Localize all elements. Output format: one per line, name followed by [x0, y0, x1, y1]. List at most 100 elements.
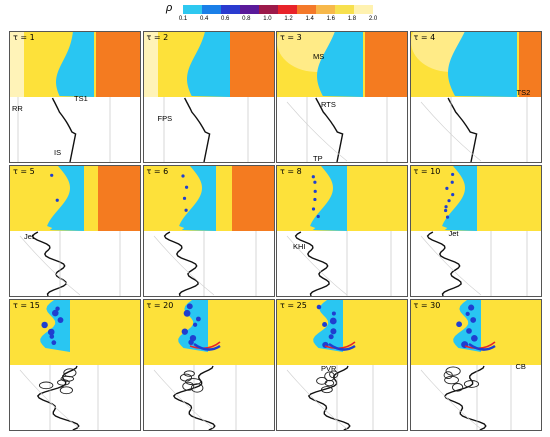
- time-label: τ = 30: [413, 301, 441, 310]
- feature-annotation: PVR: [321, 364, 337, 373]
- reflected-wave-line: [19, 369, 81, 430]
- vortex-core: [469, 317, 476, 323]
- light-gas-bubble: [317, 32, 363, 97]
- light-gas-bubble: [447, 32, 517, 97]
- reflected-wave-line: [153, 235, 214, 296]
- light-gas-bubble: [56, 32, 94, 97]
- vortex-core: [465, 311, 470, 316]
- schlieren-vortex: [181, 381, 194, 391]
- vortex-core: [316, 304, 322, 310]
- schlieren-vortex: [320, 386, 333, 394]
- interface-line: [443, 365, 487, 430]
- feature-annotation: Jet: [448, 229, 459, 238]
- vortex-core: [450, 180, 454, 184]
- heavy-gas-region: [96, 32, 140, 97]
- feature-annotation: TS1: [74, 94, 88, 103]
- time-label: τ = 4: [413, 33, 436, 42]
- vortex-ring: [328, 342, 356, 351]
- vortex-core: [313, 180, 317, 184]
- schlieren-region: [143, 231, 274, 296]
- interface-line: [172, 365, 216, 430]
- vortex-core: [195, 316, 201, 322]
- reflected-wave-line: [420, 369, 481, 430]
- colorbar-tick-label: 1.6: [326, 16, 335, 22]
- vortex-core: [470, 334, 478, 342]
- light-gas-bubble: [178, 166, 216, 231]
- light-gas-bubble: [186, 32, 230, 97]
- schlieren-region: [277, 365, 407, 430]
- feature-annotation: MS: [313, 52, 325, 61]
- vortex-core: [316, 214, 320, 219]
- density-field: [10, 300, 140, 430]
- interface-stretch: [324, 341, 356, 349]
- vortex-ring: [467, 342, 496, 351]
- simulation-panel: τ = 10 Jet: [409, 165, 542, 297]
- simulation-panel: τ = 1 TS1 RR IS: [9, 31, 141, 163]
- feature-annotation: TP: [313, 154, 323, 163]
- colorbar-segment: [278, 5, 297, 14]
- schlieren-region: [410, 365, 541, 430]
- colorbar-segment: [297, 5, 316, 14]
- colorbar: ρ 0.1 0.4 0.6 0.8 1.0 1.2 1.4 1.6 1.8 2.0: [0, 0, 550, 26]
- heavy-gas-region: [98, 166, 140, 231]
- vortex-core: [187, 339, 194, 346]
- density-field: [277, 300, 407, 430]
- time-label: τ = 10: [413, 167, 441, 176]
- colorbar-segment: [202, 5, 221, 14]
- colorbar-ticks: 0.1 0.4 0.6 0.8 1.0 1.2 1.4 1.6 1.8 2.0: [179, 16, 377, 25]
- vortex-core: [443, 208, 447, 213]
- time-label: τ = 6: [146, 167, 169, 176]
- feature-annotation: Jet: [24, 232, 35, 241]
- simulation-panel: τ = 6: [142, 165, 275, 297]
- schlieren-vortex: [463, 380, 479, 388]
- colorbar-tick-label: 0.1: [178, 16, 188, 22]
- colorbar-segment: [259, 5, 278, 14]
- vortex-core: [450, 172, 454, 177]
- reflected-wave-line: [19, 235, 81, 296]
- simulation-panel: τ = 30 CB: [409, 299, 542, 431]
- time-label: τ = 25: [280, 301, 307, 310]
- schlieren-region: [10, 365, 140, 430]
- reflected-wave-line: [286, 369, 348, 430]
- light-gas-bubble: [47, 166, 84, 231]
- colorbar-tick-label: 2.0: [368, 16, 378, 22]
- vortex-core: [51, 340, 57, 346]
- light-gas-bubble: [40, 300, 70, 352]
- vortex-core: [55, 198, 59, 202]
- feature-annotation: TS2: [516, 88, 531, 97]
- colorbar-tick-label: 0.8: [242, 16, 251, 22]
- vortex-core: [329, 317, 337, 325]
- density-field: [410, 32, 541, 162]
- colorbar-tick-label: 1.4: [305, 16, 314, 22]
- colorbar-segment: [221, 5, 240, 14]
- schlieren-vortex: [451, 383, 463, 392]
- simulation-panel: τ = 4 TS2: [409, 31, 542, 163]
- interface-line: [31, 231, 67, 296]
- vortex-core: [55, 306, 60, 311]
- interface-line: [446, 97, 477, 162]
- schlieren-vortex: [59, 386, 73, 395]
- vortex-core: [455, 321, 462, 328]
- vortex-core: [443, 205, 448, 209]
- vortex-core: [322, 321, 328, 327]
- simulation-panel: τ = 20: [142, 299, 275, 431]
- simulation-panel: τ = 2 FPS: [142, 31, 275, 163]
- vortex-core: [450, 193, 454, 197]
- feature-annotation: RR: [12, 104, 23, 113]
- vortex-core: [311, 175, 315, 179]
- interface-line: [315, 97, 344, 162]
- interface-line: [163, 231, 199, 296]
- vortex-ring: [192, 342, 221, 351]
- time-label: τ = 15: [13, 301, 40, 310]
- colorbar-tick-label: 0.4: [199, 16, 209, 22]
- reflected-wave-line: [286, 101, 348, 162]
- schlieren-vortex: [324, 371, 335, 382]
- vortex-core: [445, 215, 449, 219]
- reflected-wave-line: [153, 369, 214, 430]
- vortex-core: [186, 303, 193, 310]
- schlieren-region: [143, 365, 274, 430]
- vortex-core: [192, 322, 197, 327]
- density-field: [143, 300, 274, 430]
- schlieren-vortex: [329, 370, 339, 379]
- heavy-gas-region: [229, 32, 274, 97]
